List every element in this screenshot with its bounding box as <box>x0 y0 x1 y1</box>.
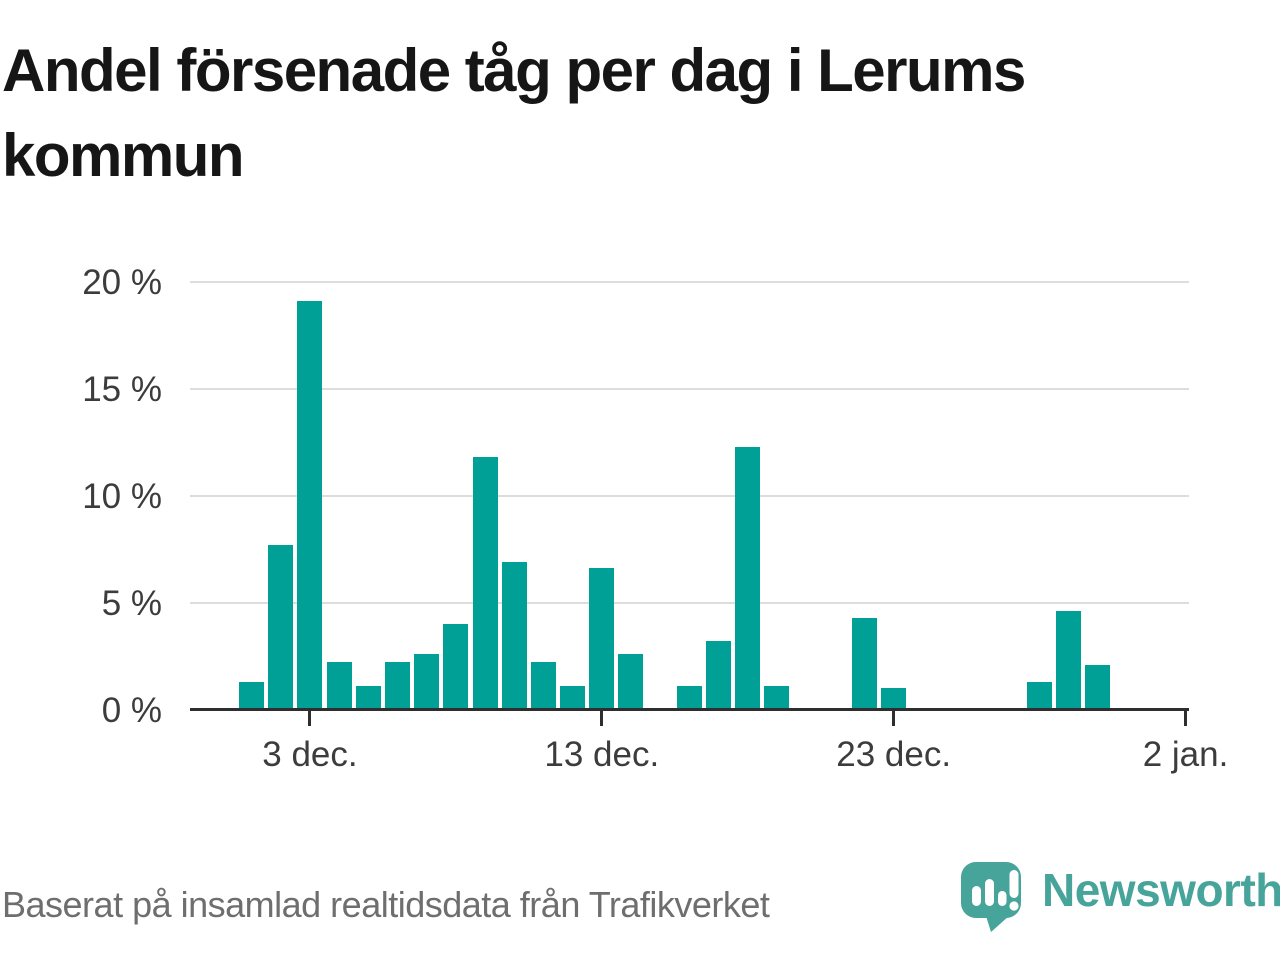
bar <box>851 617 877 710</box>
bar <box>385 662 410 710</box>
bar <box>297 301 323 710</box>
bar <box>560 685 586 710</box>
newsworthy-logo: Newsworthy <box>958 858 1280 938</box>
gridline-5 <box>190 601 1189 604</box>
bar <box>472 457 498 710</box>
bar <box>268 544 294 710</box>
y-axis-label: 5 % <box>101 583 162 623</box>
x-axis-line <box>190 708 1189 711</box>
chart-title-line2: kommun <box>2 122 245 189</box>
bar <box>589 568 615 710</box>
x-axis-tick <box>1184 708 1188 726</box>
x-axis-label: 2 jan. <box>1142 735 1229 774</box>
x-axis-tick <box>308 708 312 726</box>
bar <box>676 685 702 710</box>
x-axis-tick <box>600 708 604 726</box>
bar <box>618 653 644 710</box>
y-axis-label: 20 % <box>82 263 162 302</box>
bar <box>881 688 907 710</box>
bar <box>1027 681 1053 710</box>
bar <box>530 662 556 710</box>
bar <box>735 446 761 710</box>
y-axis-label: 10 % <box>82 476 162 516</box>
y-axis-label: 15 % <box>82 369 162 409</box>
bar <box>764 685 790 710</box>
x-axis-label: 13 dec. <box>544 735 660 774</box>
bar <box>355 685 381 710</box>
newsworthy-logo-text: Newsworthy <box>1042 864 1280 916</box>
bar <box>326 662 352 710</box>
bar <box>501 562 527 710</box>
bar <box>1056 611 1082 710</box>
bar <box>706 641 732 710</box>
newsworthy-logo-icon <box>961 862 1021 932</box>
chart-title-line1: Andel försenade tåg per dag i Lerums <box>2 37 1026 104</box>
x-axis-label: 3 dec. <box>262 735 358 774</box>
gridline-15 <box>190 387 1189 390</box>
x-axis-tick <box>892 708 896 726</box>
bar <box>1085 664 1111 710</box>
source-note: Baserat på insamlad realtidsdata från Tr… <box>2 884 770 925</box>
gridline-10 <box>190 494 1189 497</box>
chart-title: Andel försenade tåg per dag i Lerums kom… <box>2 28 1232 198</box>
x-axis-label: 23 dec. <box>836 735 952 774</box>
gridline-20 <box>190 281 1189 283</box>
bar <box>414 653 440 710</box>
bar <box>443 624 469 710</box>
bar <box>239 681 265 710</box>
y-axis-label: 0 % <box>101 690 162 730</box>
